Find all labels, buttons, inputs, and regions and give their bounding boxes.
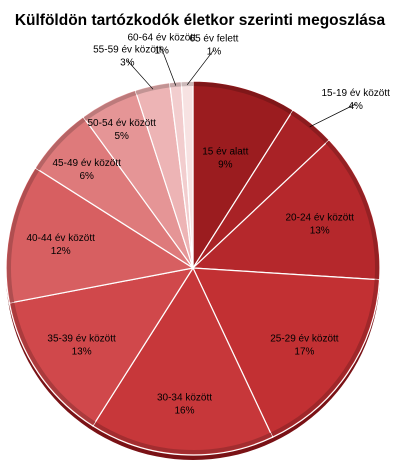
pie-slice-rim-4 <box>270 279 379 437</box>
slice-value-label-11: 1% <box>154 46 169 57</box>
slice-category-label-5: 30-34 között <box>157 392 212 403</box>
slice-value-label-8: 6% <box>79 171 94 182</box>
pie-slice-rim-1 <box>192 82 293 115</box>
pie-slice-rim-9 <box>83 91 137 121</box>
pie-slice-4 <box>192 267 381 438</box>
slice-value-label-3: 13% <box>310 225 330 236</box>
pie-slice-6 <box>8 267 195 427</box>
pie-slice-12 <box>180 80 194 269</box>
slice-value-label-10: 3% <box>120 58 135 69</box>
pie-slice-rim-7 <box>7 168 40 303</box>
pie-slice-1 <box>192 80 295 271</box>
pie-slice-3 <box>191 139 381 281</box>
slice-value-label-12: 1% <box>207 47 222 58</box>
pie-slice-rim-3 <box>325 140 380 280</box>
slice-category-label-7: 40-44 év között <box>27 233 96 244</box>
slice-category-label-8: 45-49 év között <box>53 158 122 169</box>
slice-labels: 15 év alatt 9% 15-19 év között 4% 20-24 év k… <box>27 33 391 417</box>
slice-category-label-11: 60-64 év között <box>128 33 197 44</box>
slice-value-label-2: 4% <box>348 101 363 112</box>
leader-line-11 <box>161 48 177 86</box>
slice-value-label-1: 9% <box>218 160 233 171</box>
slice-value-label-6: 13% <box>72 347 92 358</box>
chart-title: Külföldön tartózkodók életkor szerinti m… <box>14 12 386 29</box>
slice-category-label-2: 15-19 év között <box>322 88 391 99</box>
leader-lines <box>127 48 356 128</box>
slice-category-label-9: 50-54 év között <box>88 118 157 129</box>
leader-line-10 <box>127 60 154 90</box>
leader-line-12 <box>186 49 215 86</box>
slice-value-label-5: 16% <box>174 405 194 416</box>
pie-slice-5 <box>91 266 274 456</box>
leader-line-2 <box>309 103 356 128</box>
pie-slice-rim-5 <box>93 421 273 454</box>
slice-category-label-6: 35-39 év között <box>47 334 116 345</box>
slice-category-label-10: 55-59 év között <box>93 45 162 56</box>
pie-slice-rim-8 <box>35 117 87 171</box>
slice-value-label-4: 17% <box>294 347 314 358</box>
slice-category-label-1: 15 év alatt <box>202 147 248 158</box>
pie-slice-7 <box>5 166 195 304</box>
slice-value-label-9: 5% <box>114 131 129 142</box>
slice-value-label-7: 12% <box>51 246 71 257</box>
slice-category-label-3: 20-24 év között <box>286 212 355 223</box>
pie-slices <box>5 80 381 460</box>
slice-category-label-12: 65 év felett <box>190 34 239 45</box>
slice-category-label-4: 25-29 év között <box>270 334 339 345</box>
pie-slice-rim-6 <box>10 302 96 426</box>
